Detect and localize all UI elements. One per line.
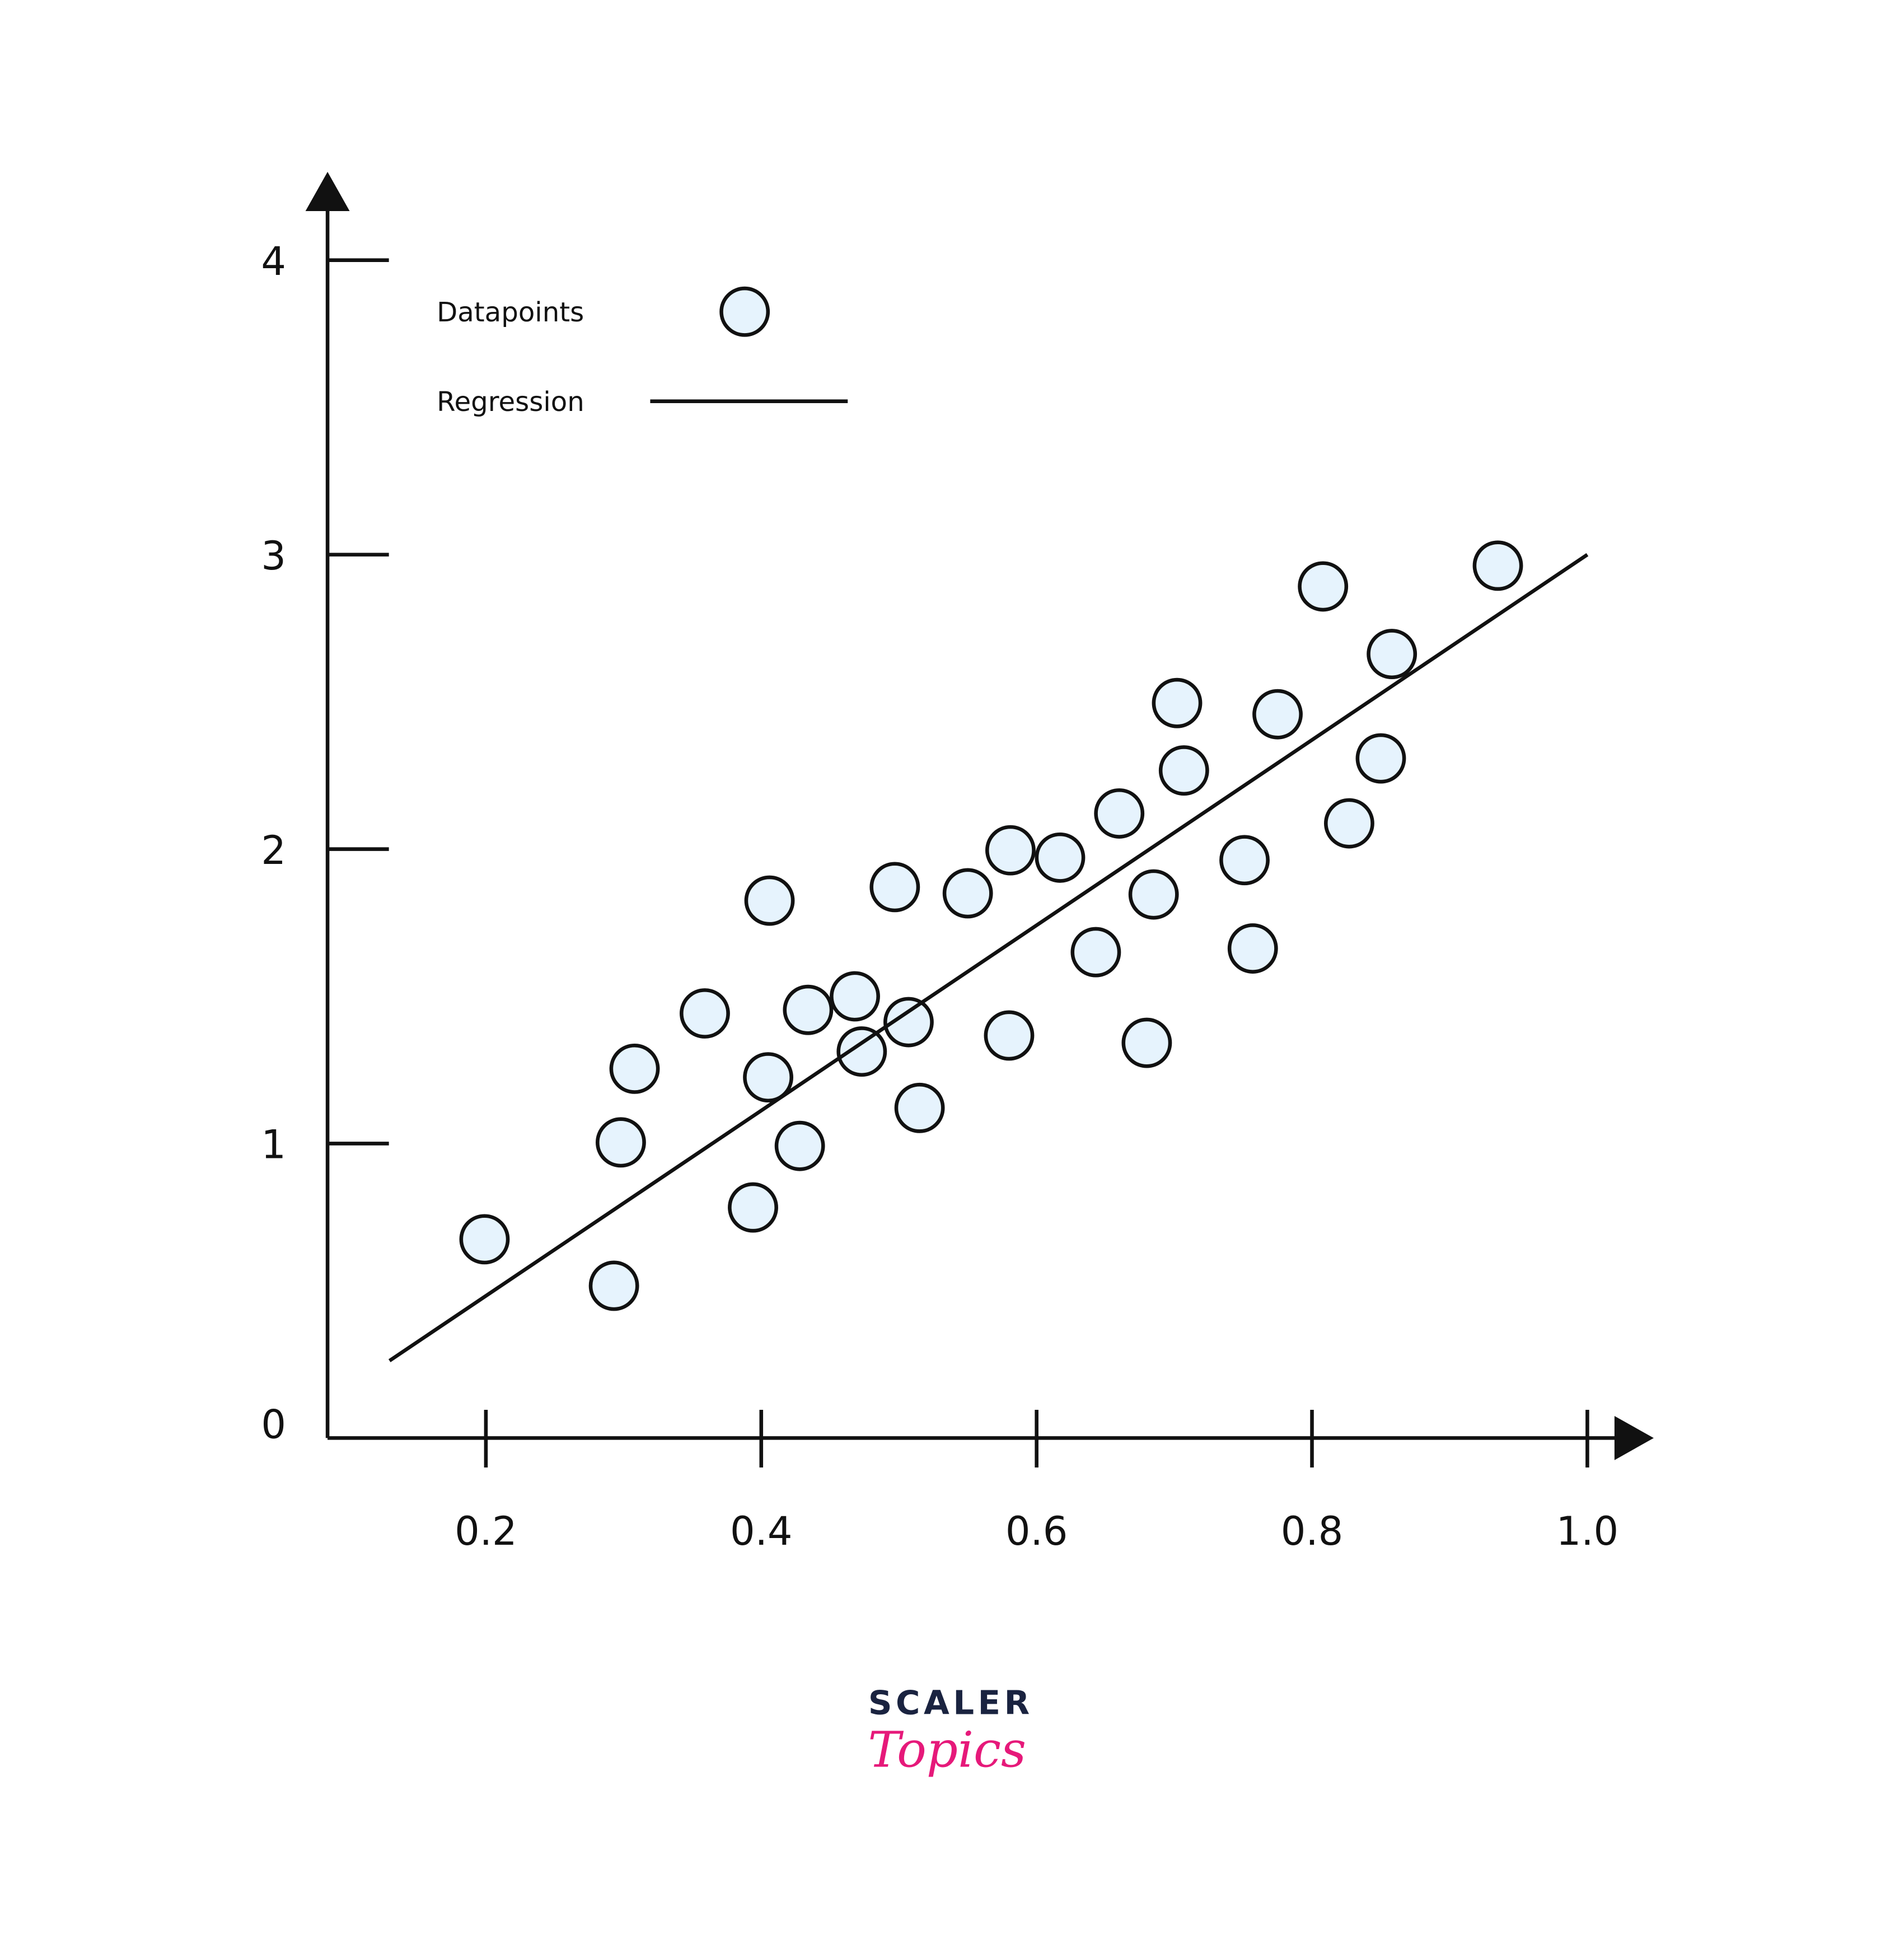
- data-point: [1298, 561, 1349, 612]
- data-point: [1128, 869, 1179, 920]
- logo-line1: SCALER: [868, 1683, 1033, 1722]
- data-point: [744, 875, 795, 926]
- x-axis-arrow: [1614, 1415, 1654, 1460]
- data-point: [728, 1182, 778, 1233]
- data-point: [1070, 927, 1121, 978]
- data-point: [1152, 677, 1203, 728]
- data-point: [1252, 689, 1303, 740]
- data-point: [1035, 832, 1086, 883]
- data-point: [680, 988, 730, 1039]
- data-point: [894, 1082, 945, 1133]
- y-tick-label: 2: [261, 828, 286, 873]
- data-point: [1323, 798, 1374, 849]
- data-point: [1094, 788, 1145, 839]
- data-point: [942, 868, 993, 919]
- legend-label: Regression: [437, 386, 584, 418]
- y-tick-label: 0: [261, 1401, 286, 1447]
- plot-area: 0 1 2 3 4 0.2 0.4 0.6 0.8 1.0 Datapoints Regression: [261, 239, 1618, 1554]
- data-point: [869, 862, 920, 913]
- data-point: [1355, 733, 1406, 784]
- data-point: [1472, 540, 1523, 591]
- data-point: [984, 1010, 1035, 1061]
- regression-line: [388, 553, 1589, 1363]
- legend-label: Datapoints: [437, 297, 584, 328]
- y-tick-label: 3: [261, 533, 286, 579]
- data-point: [609, 1043, 660, 1094]
- x-tick-label: 0.8: [1281, 1508, 1344, 1554]
- data-point: [743, 1052, 794, 1103]
- x-tick-label: 0.4: [730, 1508, 793, 1554]
- legend-marker: [719, 286, 770, 337]
- logo-line2: Topics: [868, 1722, 1026, 1779]
- data-point: [985, 825, 1036, 876]
- data-point: [1121, 1017, 1172, 1068]
- y-tick-label: 1: [261, 1122, 286, 1168]
- data-point: [1227, 923, 1278, 974]
- data-point: [459, 1214, 510, 1265]
- data-point: [783, 984, 834, 1035]
- data-point: [1219, 835, 1270, 886]
- x-tick-label: 0.6: [1005, 1508, 1068, 1554]
- data-point: [774, 1120, 825, 1171]
- data-point: [883, 997, 934, 1048]
- y-tick-label: 4: [261, 239, 286, 284]
- x-tick-label: 1.0: [1556, 1508, 1618, 1554]
- data-point: [588, 1260, 639, 1311]
- y-axis-arrow: [305, 171, 350, 212]
- x-tick-label: 0.2: [455, 1508, 517, 1554]
- data-point: [596, 1117, 646, 1168]
- data-point: [836, 1026, 887, 1077]
- data-point: [1367, 629, 1418, 680]
- data-point: [830, 971, 880, 1022]
- data-point: [1158, 745, 1209, 796]
